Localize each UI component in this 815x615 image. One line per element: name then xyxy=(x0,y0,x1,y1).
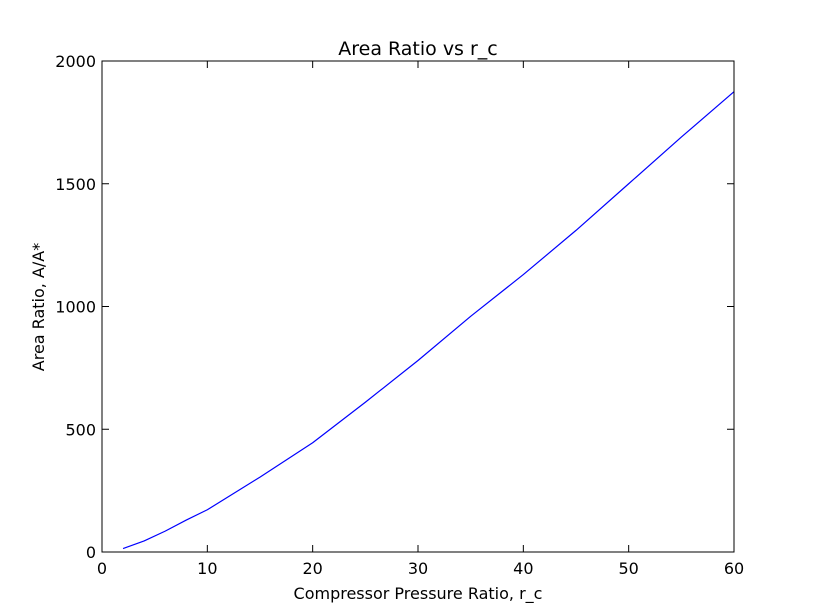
x-axis-label: Compressor Pressure Ratio, r_c xyxy=(294,584,543,604)
chart-title: Area Ratio vs r_c xyxy=(338,38,498,60)
x-tick-label: 30 xyxy=(408,559,428,578)
x-tick-label: 20 xyxy=(302,559,322,578)
series-layer xyxy=(122,91,735,550)
y-tick-label: 1500 xyxy=(55,175,96,194)
y-tick-label: 1000 xyxy=(55,298,96,317)
plot-frame xyxy=(101,60,735,553)
y-axis-label: Area Ratio, A/A* xyxy=(29,243,48,371)
x-tick-label: 40 xyxy=(513,559,533,578)
plot-area xyxy=(102,61,734,552)
x-tick-label: 60 xyxy=(724,559,744,578)
y-tick-label: 2000 xyxy=(55,52,96,71)
x-tick-label: 10 xyxy=(197,559,217,578)
y-tick-label: 500 xyxy=(65,420,96,439)
y-tick-label: 0 xyxy=(86,543,96,562)
series-line-0 xyxy=(122,91,735,550)
x-tick-label: 50 xyxy=(618,559,638,578)
x-tick-label: 0 xyxy=(97,559,107,578)
ticks-layer: 0 10 20 30 40 50 60 0 500 1000 1500 2000 xyxy=(55,52,744,578)
